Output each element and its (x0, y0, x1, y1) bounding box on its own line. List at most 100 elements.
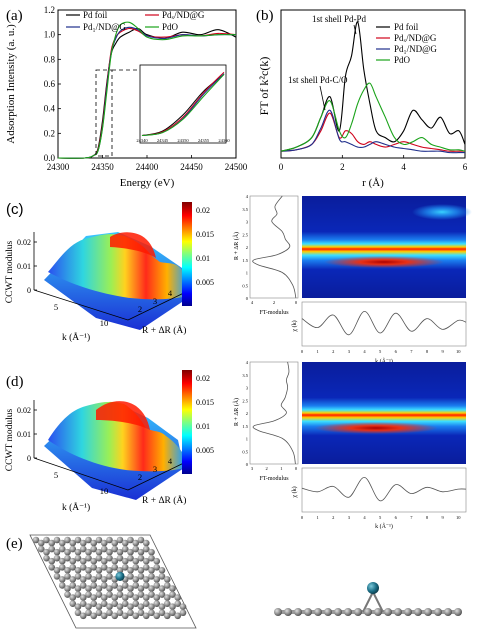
e-carbon-atom (153, 563, 161, 571)
panel-d-ft-frame (249, 361, 299, 465)
e-carbon-atom (169, 609, 176, 617)
e-carbon-atom (137, 585, 145, 592)
panel-c-rticks: 2 3 4 (138, 288, 173, 314)
e-carbon-atom (90, 612, 98, 620)
c-ktick2-label: 6 (395, 349, 398, 354)
e-carbon-atom (158, 591, 166, 598)
panel-d-ft-ticks: 3 2 1 0 (251, 466, 298, 471)
e-carbon-atom (85, 585, 92, 592)
e-carbon-atom (116, 554, 124, 562)
e-carbon-atom (132, 563, 140, 571)
c-ktick-label: 10 (100, 318, 109, 328)
e-carbon-atom (64, 573, 71, 580)
e-carbon-atom (121, 594, 129, 601)
e-carbon-atom (121, 612, 129, 620)
e-carbon-atom (179, 609, 187, 617)
d-rtick-label: 3 (153, 464, 157, 474)
e-carbon-atom (116, 609, 124, 617)
c-rtick2-label: 1 (246, 271, 248, 276)
e-carbon-atom (106, 548, 113, 556)
e-carbon-atom (106, 609, 113, 617)
e-carbon-atom (69, 582, 77, 589)
d-ztick-label: 0.01 (17, 430, 31, 439)
e-carbon-atom (100, 576, 108, 583)
e-side-bond (362, 591, 374, 613)
e-side-carbon (364, 608, 372, 616)
e-carbon-atom (100, 545, 108, 553)
e-carbon-atom (85, 548, 92, 556)
panel-c-ft-frame (249, 195, 299, 299)
e-carbon-atom (79, 539, 87, 547)
a-ytick-label: 0.6 (44, 79, 56, 89)
b-series-3 (280, 82, 466, 152)
e-carbon-atom (74, 536, 82, 544)
e-carbon-atom (85, 603, 92, 610)
e-carbon-atom (148, 567, 155, 574)
d-rtick2-label: 2 (246, 411, 248, 416)
e-carbon-atom (64, 548, 71, 556)
e-carbon-atom (53, 536, 61, 544)
e-carbon-atom (132, 557, 140, 565)
e-carbon-atom (79, 557, 87, 565)
c-ktick2-label: 8 (426, 349, 429, 354)
e-carbon-atom (69, 557, 77, 565)
e-carbon-atom (90, 545, 98, 553)
e-side-pd-atom (367, 582, 379, 594)
e-carbon-atom (148, 573, 155, 580)
e-carbon-atom (142, 563, 150, 571)
e-carbon-atom (74, 573, 82, 580)
e-carbon-atom (142, 557, 150, 565)
e-carbon-atom (53, 573, 61, 580)
e-side-carbon (294, 608, 302, 616)
b-xtick-label: 6 (463, 162, 468, 172)
e-carbon-atom (137, 554, 145, 562)
e-carbon-atom (163, 600, 171, 607)
e-carbon-atom (74, 548, 82, 556)
b-legend-label: PdO (394, 55, 411, 65)
d-ktick-label: 10 (100, 486, 109, 496)
panel-c-ft-ticks: 4 2 0 (251, 300, 298, 305)
e-carbon-atom (106, 536, 113, 544)
panel-a-xlabel: Energy (eV) (120, 177, 175, 189)
e-carbon-atom (95, 573, 103, 580)
panel-c-zlabel: CCWT modulus (5, 241, 15, 304)
d-colorbar-label: 0.01 (196, 422, 210, 431)
e-carbon-atom (169, 591, 176, 598)
e-carbon-atom (95, 536, 103, 544)
e-carbon-atom (158, 573, 166, 580)
e-carbon-atom (121, 557, 129, 565)
e-carbon-atom (153, 582, 161, 589)
panel-c-colorbar (182, 202, 192, 306)
e-carbon-atom (127, 573, 134, 580)
e-carbon-atom (148, 609, 155, 617)
panel-a-legend: Pd foil Pdₓ/ND@G Pd₁/ND@G PdO (66, 10, 205, 32)
e-carbon-atom (142, 545, 150, 553)
e-carbon-atom (163, 582, 171, 589)
e-side-bond (372, 591, 384, 613)
e-carbon-atom (132, 600, 140, 607)
e-carbon-atom (163, 576, 171, 583)
panel-d-surface-top (48, 401, 184, 472)
d-ztick-label: 0 (27, 454, 31, 463)
d-ktick2-label: 4 (363, 515, 366, 520)
e-carbon-atom (69, 545, 77, 553)
a-ytick-label: 0.4 (44, 104, 56, 114)
e-carbon-atom (100, 612, 108, 620)
panel-b-plot-frame (280, 9, 466, 159)
d-rtick2-label: 1.5 (242, 424, 248, 429)
c-rtick-label: 2 (138, 304, 142, 314)
e-carbon-atom (100, 582, 108, 589)
a-inset-xtick-label: 24355 (198, 138, 210, 143)
e-carbon-atom (64, 567, 71, 574)
d-ktick2-label: 5 (379, 515, 382, 520)
a-inset-xtick-label: 24350 (177, 138, 189, 143)
d-rtick-label: 2 (138, 472, 142, 482)
panel-d-klabel: k (Å⁻¹) (62, 501, 90, 513)
d-rtick2-label: 3.5 (242, 373, 248, 378)
panel-d-ft-label: FT-modulus (259, 476, 289, 482)
panel-d-k-axis-label: k (Å⁻¹) (375, 522, 393, 530)
e-side-carbon (314, 608, 322, 616)
panel-a-yticks: 0.0 0.2 0.4 0.6 0.8 1.0 1.2 (44, 5, 61, 163)
e-carbon-atom (169, 603, 176, 610)
